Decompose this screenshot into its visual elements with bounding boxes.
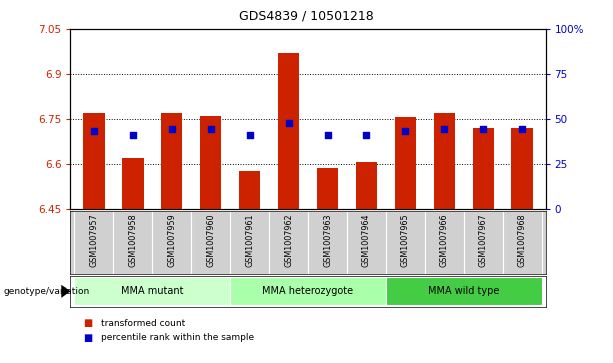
Bar [464, 211, 503, 274]
Text: transformed count: transformed count [101, 319, 185, 327]
Bar [503, 211, 542, 274]
Text: genotype/variation: genotype/variation [3, 287, 89, 296]
Text: MMA wild type: MMA wild type [428, 286, 500, 296]
Bar [122, 158, 143, 209]
Point [167, 126, 177, 132]
Text: GSM1007959: GSM1007959 [167, 213, 177, 267]
Text: GSM1007960: GSM1007960 [206, 213, 215, 266]
Point [440, 126, 449, 132]
Bar [308, 211, 347, 274]
Point [284, 121, 294, 126]
Bar [395, 117, 416, 209]
Text: GSM1007965: GSM1007965 [401, 213, 410, 267]
Bar [74, 211, 113, 274]
Bar [74, 277, 230, 305]
Point [206, 126, 216, 132]
Bar [425, 211, 464, 274]
Text: MMA heterozygote: MMA heterozygote [262, 286, 354, 296]
Point [322, 132, 332, 138]
Text: GSM1007958: GSM1007958 [128, 213, 137, 267]
Bar [191, 211, 230, 274]
Text: MMA mutant: MMA mutant [121, 286, 183, 296]
Point [478, 126, 488, 132]
Bar [433, 113, 455, 209]
Bar [152, 211, 191, 274]
Bar [473, 128, 494, 209]
Point [517, 126, 527, 132]
Bar [386, 277, 542, 305]
Text: GSM1007964: GSM1007964 [362, 213, 371, 266]
Bar [317, 168, 338, 209]
Bar [230, 277, 386, 305]
Bar [230, 211, 269, 274]
Point [245, 132, 254, 138]
Text: GDS4839 / 10501218: GDS4839 / 10501218 [239, 9, 374, 22]
Bar [511, 128, 533, 209]
Bar [200, 116, 221, 209]
Bar [269, 211, 308, 274]
Text: GSM1007962: GSM1007962 [284, 213, 293, 267]
Bar [83, 113, 105, 209]
Text: GSM1007966: GSM1007966 [440, 213, 449, 266]
Text: ■: ■ [83, 333, 92, 343]
Point [400, 128, 410, 134]
Text: GSM1007963: GSM1007963 [323, 213, 332, 266]
Point [128, 132, 138, 138]
Point [362, 132, 371, 138]
Bar [356, 162, 377, 209]
Text: GSM1007967: GSM1007967 [479, 213, 488, 267]
Text: percentile rank within the sample: percentile rank within the sample [101, 333, 254, 342]
Bar [113, 211, 152, 274]
Text: ■: ■ [83, 318, 92, 328]
Point [89, 128, 99, 134]
Bar [386, 211, 425, 274]
Bar [239, 171, 261, 209]
Bar [161, 113, 183, 209]
Text: GSM1007968: GSM1007968 [518, 213, 527, 266]
Bar [347, 211, 386, 274]
Text: GSM1007957: GSM1007957 [89, 213, 98, 267]
Text: GSM1007961: GSM1007961 [245, 213, 254, 266]
Bar [278, 53, 299, 209]
